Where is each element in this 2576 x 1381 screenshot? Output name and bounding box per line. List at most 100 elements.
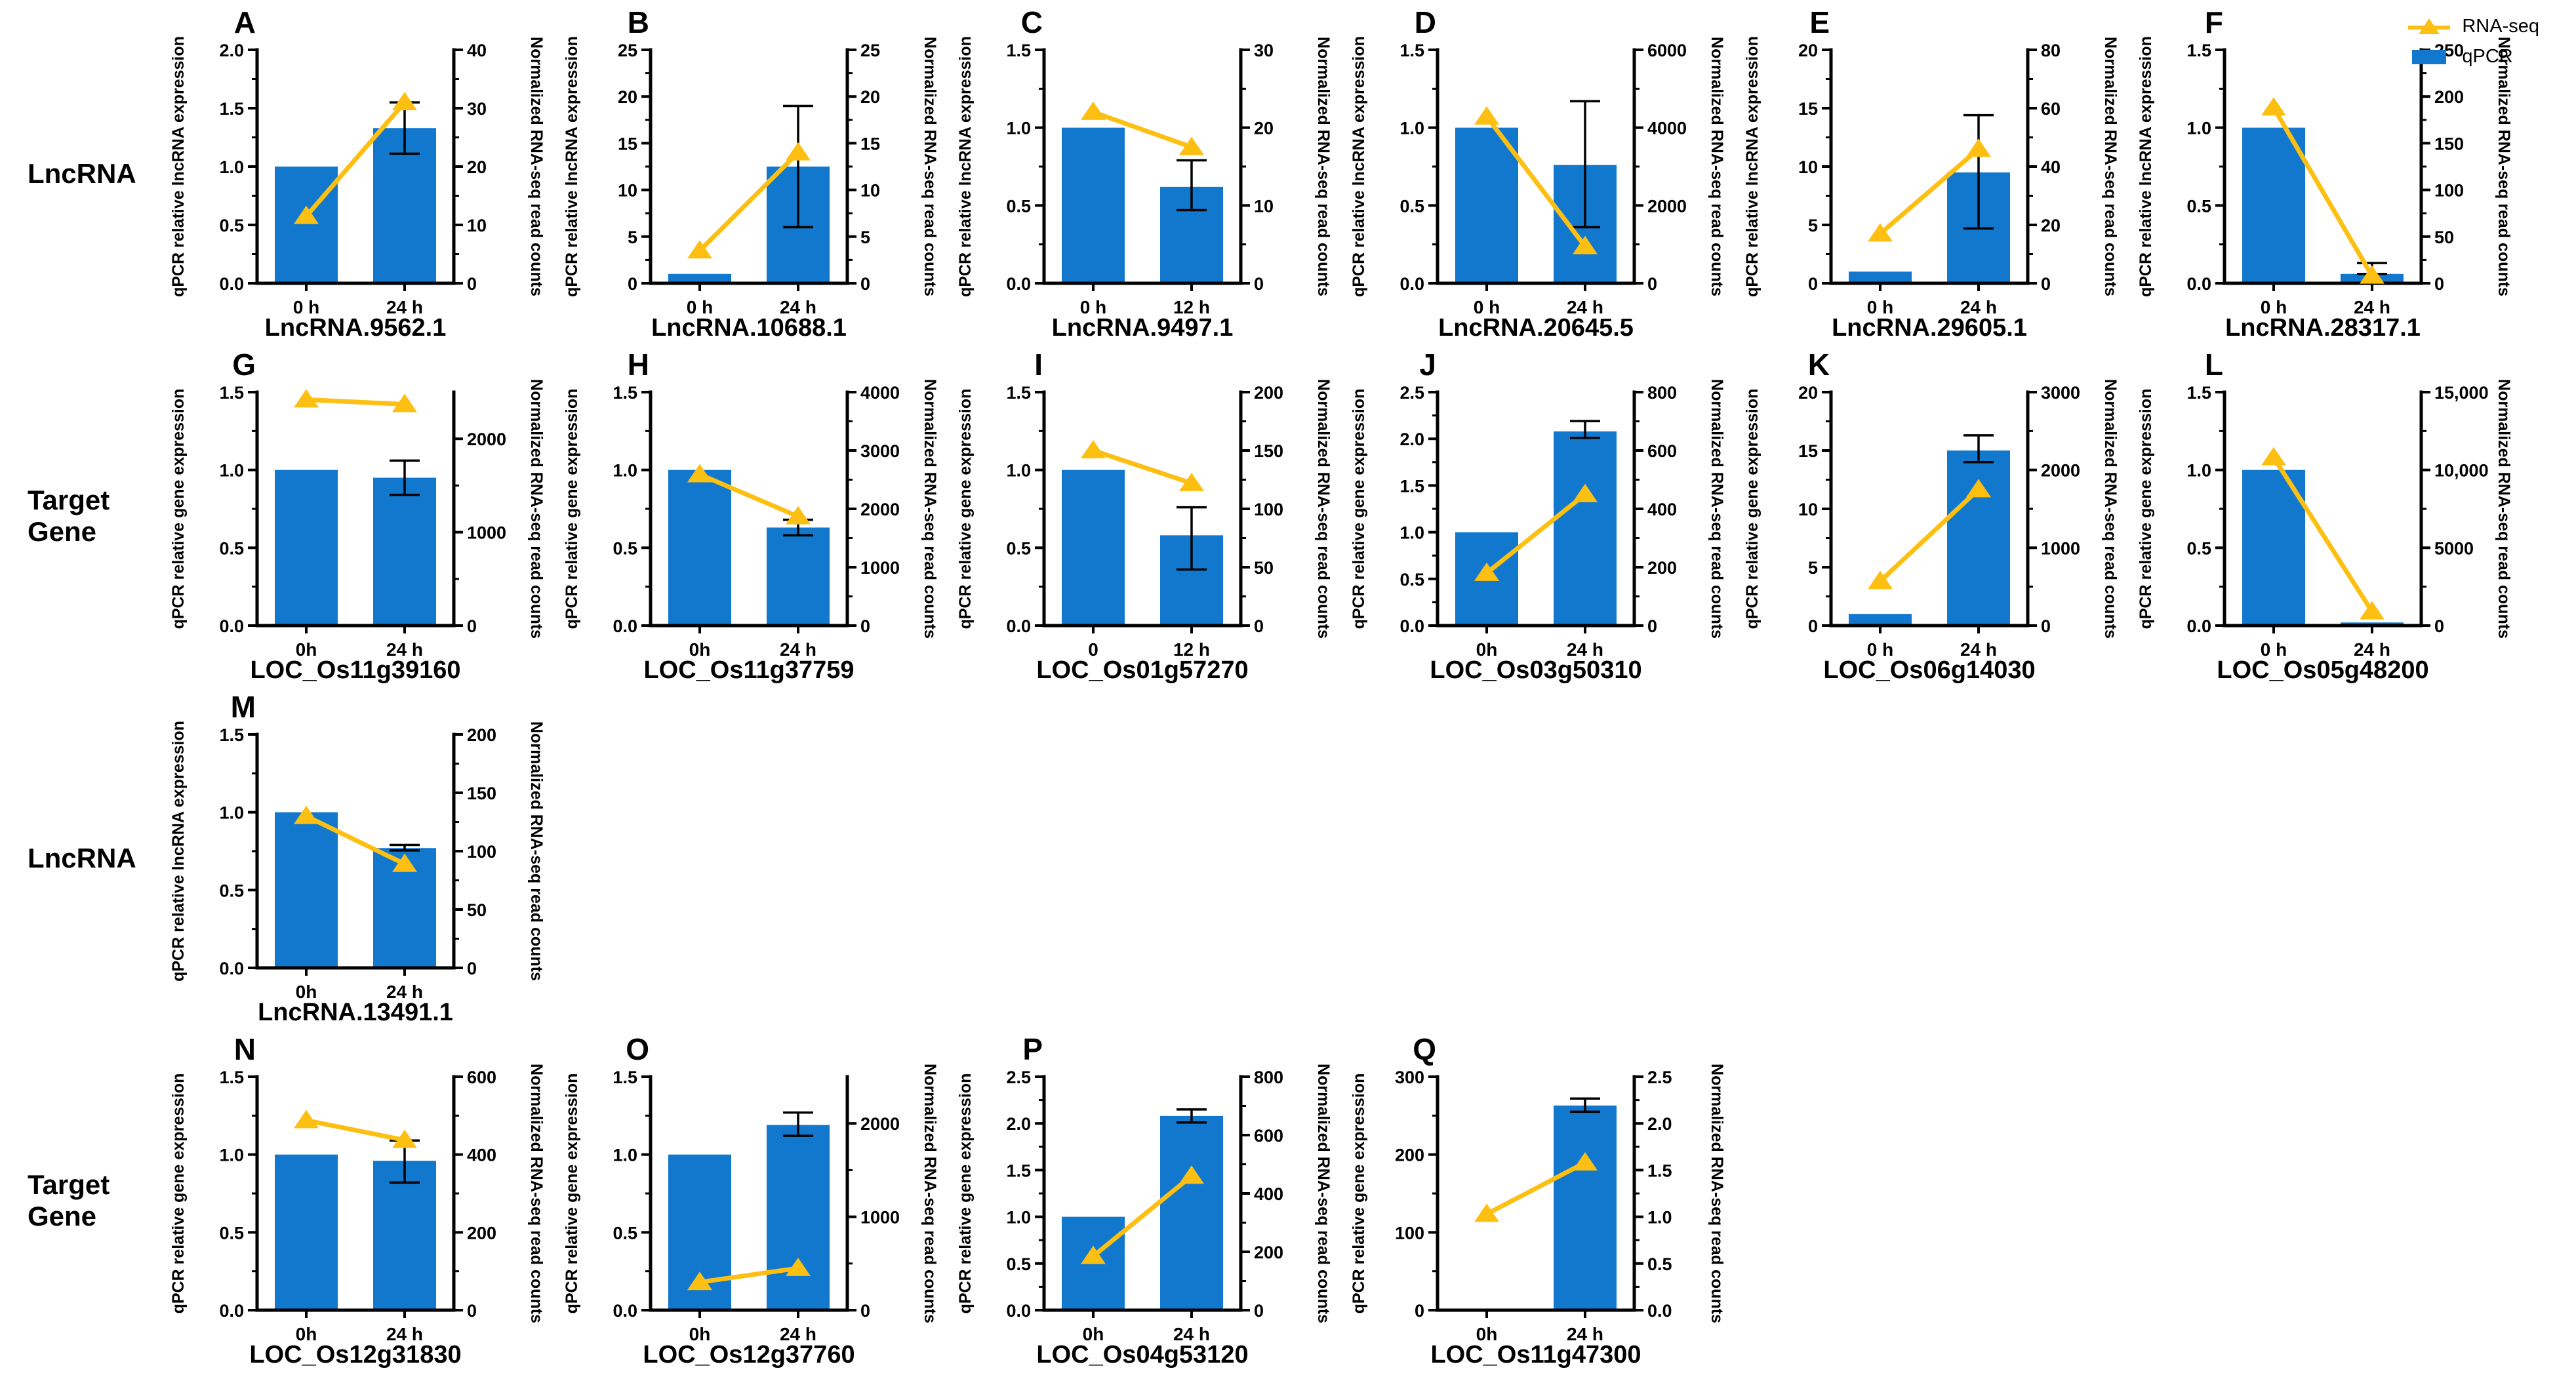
right-tick-label: 4000 xyxy=(1647,119,1687,138)
x-tick-label: 0 h xyxy=(2261,297,2287,317)
left-tick-label: 1.0 xyxy=(1006,1208,1031,1228)
right-tick-label: 0.0 xyxy=(1647,1301,1672,1321)
qpcr-bar xyxy=(668,470,731,626)
right-axis: 0 50 100 150 200 xyxy=(1241,383,1283,636)
qpcr-bar xyxy=(275,470,338,626)
right-axis: 0 5000 10,000 15,000 xyxy=(2421,383,2489,636)
panel-letter: D xyxy=(1415,5,1436,39)
left-tick-label: 15 xyxy=(1798,99,1818,119)
panel-title: LncRNA.9497.1 xyxy=(1052,314,1234,342)
x-tick-label: 0 h xyxy=(1867,297,1893,317)
right-tick-label: 800 xyxy=(1647,383,1677,403)
right-tick-label: 0.5 xyxy=(1647,1254,1672,1274)
x-tick-label: 0h xyxy=(1476,639,1498,660)
panel-letter: F xyxy=(2205,5,2223,39)
right-axis: 0 1000 2000 3000 4000 xyxy=(847,383,900,636)
rnaseq-series xyxy=(1868,479,1991,590)
x-tick-label: 24 h xyxy=(1173,1324,1210,1344)
left-tick-label: 1.0 xyxy=(613,1146,637,1165)
left-axis: 0 5 10 15 20 xyxy=(1798,41,1831,294)
rnaseq-triangle-marker xyxy=(1868,570,1893,590)
panel-title: LOC_Os11g47300 xyxy=(1430,1341,1641,1369)
rnaseq-triangle-marker xyxy=(786,1257,811,1276)
left-tick-label: 2.0 xyxy=(219,41,244,60)
left-tick-label: 1.0 xyxy=(219,1146,244,1165)
panel-title: LncRNA.10688.1 xyxy=(651,314,847,342)
error-bars xyxy=(1177,159,1207,212)
rnaseq-triangle-marker xyxy=(1474,106,1499,125)
right-tick-label: 400 xyxy=(1254,1184,1283,1204)
left-tick-label: 1.5 xyxy=(219,383,244,403)
panel-letter: J xyxy=(1419,348,1436,382)
x-axis: 0h 24 h xyxy=(296,1310,423,1344)
qpcr-bars xyxy=(275,470,436,626)
left-axis: 0.0 0.5 1.0 1.5 xyxy=(219,1068,257,1321)
right-tick-label: 0 xyxy=(1647,274,1657,294)
rnaseq-series xyxy=(2261,447,2385,620)
qpcr-bar xyxy=(1947,450,2010,626)
left-tick-label: 10 xyxy=(1798,157,1818,177)
x-tick-label: 24 h xyxy=(386,982,423,1002)
qpcr-bars xyxy=(668,167,830,283)
y-axis-label-left: qPCR relative lncRNA expression xyxy=(956,36,975,297)
right-tick-label: 150 xyxy=(467,784,496,803)
qpcr-bars xyxy=(275,812,436,968)
left-tick-label: 0 xyxy=(628,274,637,294)
qpcr-bar xyxy=(373,477,436,626)
panel-title: LncRNA.20645.5 xyxy=(1438,314,1634,342)
x-tick-label: 0h xyxy=(689,1324,711,1344)
x-tick-label: 24 h xyxy=(780,297,816,317)
left-tick-label: 1.5 xyxy=(219,725,244,745)
right-tick-label: 40 xyxy=(2041,157,2061,177)
qpcr-bar xyxy=(1160,1115,1223,1310)
legend-item-rnaseq: RNA-seq xyxy=(2405,14,2539,38)
error-bars xyxy=(1570,1097,1600,1113)
rnaseq-series xyxy=(294,389,417,412)
left-tick-label: 1.5 xyxy=(1399,476,1424,496)
legend: RNA-seq qPCR xyxy=(2405,14,2539,68)
panel-title: LncRNA.28317.1 xyxy=(2225,314,2421,342)
x-tick-label: 24 h xyxy=(386,297,423,317)
qpcr-bar xyxy=(1849,614,1912,626)
rnaseq-triangle-marker xyxy=(1474,562,1499,581)
left-axis: 0 5 10 15 20 xyxy=(1798,383,1831,636)
qpcr-square-icon xyxy=(2412,50,2447,64)
left-tick-label: 15 xyxy=(1798,441,1818,461)
x-tick-label: 24 h xyxy=(1567,297,1603,317)
left-tick-label: 1.0 xyxy=(1006,119,1031,138)
y-axis-label-left: qPCR relative gene expression xyxy=(956,389,975,630)
panel-letter: L xyxy=(2205,348,2223,382)
right-tick-label: 200 xyxy=(1647,558,1677,578)
left-tick-label: 1.5 xyxy=(1399,41,1424,60)
x-tick-label: 12 h xyxy=(1173,297,1210,317)
right-tick-label: 1.0 xyxy=(1647,1208,1672,1228)
rnaseq-triangle-marker xyxy=(687,464,712,483)
x-axis: 0h 24 h xyxy=(689,626,816,660)
x-tick-label: 0h xyxy=(296,1324,317,1344)
left-tick-label: 1.5 xyxy=(1006,41,1031,60)
left-tick-label: 0.0 xyxy=(2186,616,2211,636)
panel-title: LncRNA.29605.1 xyxy=(1832,314,2027,342)
qpcr-bar xyxy=(767,527,830,626)
panel-letter: H xyxy=(628,348,649,382)
qpcr-bar xyxy=(2242,127,2305,283)
right-tick-label: 600 xyxy=(1254,1126,1283,1146)
rnaseq-series xyxy=(1474,1152,1598,1222)
left-axis: 0.0 0.5 1.0 1.5 xyxy=(1006,41,1044,294)
left-axis: 0.0 0.5 1.0 1.5 xyxy=(613,383,651,636)
rnaseq-triangle-marker xyxy=(294,805,319,824)
legend-item-qpcr: qPCR xyxy=(2405,45,2539,68)
error-bars xyxy=(1570,420,1600,439)
right-tick-label: 2000 xyxy=(860,500,900,519)
x-axis: 0 h 24 h xyxy=(1474,283,1603,317)
left-tick-label: 20 xyxy=(1798,383,1818,403)
right-axis: 0.0 0.5 1.0 1.5 2.0 2.5 xyxy=(1634,1068,1672,1321)
right-tick-label: 0 xyxy=(2041,616,2051,636)
rnaseq-triangle-marker xyxy=(1179,136,1204,155)
left-tick-label: 0.0 xyxy=(1006,1301,1031,1321)
